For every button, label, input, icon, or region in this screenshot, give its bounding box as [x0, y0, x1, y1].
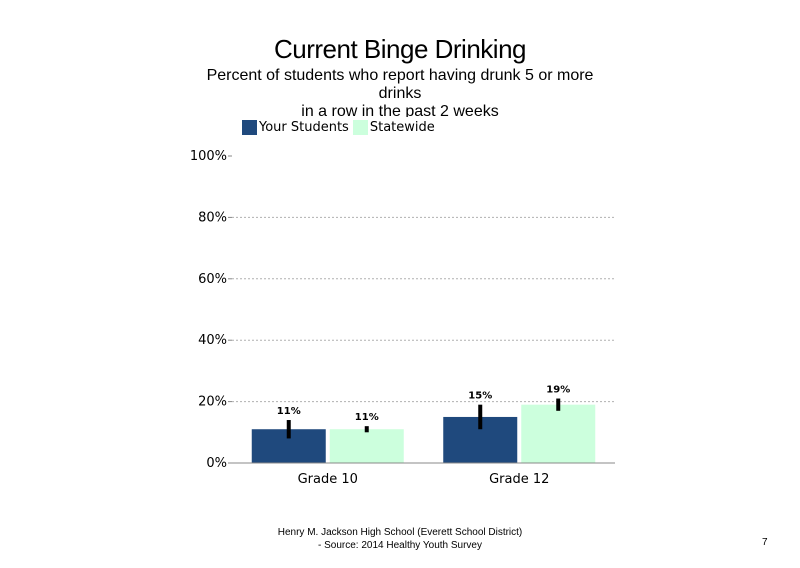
- bar: [521, 404, 596, 463]
- y-tick-label: 100%: [190, 149, 227, 164]
- y-tick-label: 0%: [206, 456, 227, 471]
- subtitle-line: drinks: [378, 85, 422, 102]
- y-tick-label: 40%: [198, 333, 227, 348]
- legend-label: Your Students: [259, 119, 349, 135]
- bar: [329, 429, 404, 463]
- footer-source: Henry M. Jackson High School (Everett Sc…: [190, 526, 610, 552]
- legend: Your Students Statewide: [242, 119, 439, 135]
- legend-label: Statewide: [369, 119, 435, 135]
- chart-title: Current Binge Drinking: [273, 34, 527, 64]
- y-tick-label: 60%: [198, 272, 227, 287]
- page-number: 7: [762, 537, 768, 548]
- x-tick-label: Grade 10: [298, 472, 358, 487]
- legend-swatch: [242, 119, 257, 135]
- legend-item-your-students: Your Students: [242, 119, 349, 135]
- data-label: 19%: [546, 385, 570, 396]
- legend-item-statewide: Statewide: [352, 119, 435, 135]
- data-label: 15%: [468, 391, 492, 402]
- y-tick-label: 80%: [198, 210, 227, 225]
- x-tick-label: Grade 12: [489, 472, 549, 487]
- chart-subtitle: Percent of students who report having dr…: [190, 67, 610, 117]
- data-label: 11%: [277, 406, 301, 417]
- subtitle-line: Percent of students who report having dr…: [206, 67, 594, 84]
- subtitle-line: in a row in the past 2 weeks: [301, 103, 499, 117]
- footer-line: Henry M. Jackson High School (Everett Sc…: [277, 527, 523, 538]
- data-label: 11%: [355, 412, 379, 423]
- footer-line: - Source: 2014 Healthy Youth Survey: [318, 540, 482, 551]
- y-tick-label: 20%: [198, 395, 227, 410]
- legend-swatch: [352, 119, 368, 135]
